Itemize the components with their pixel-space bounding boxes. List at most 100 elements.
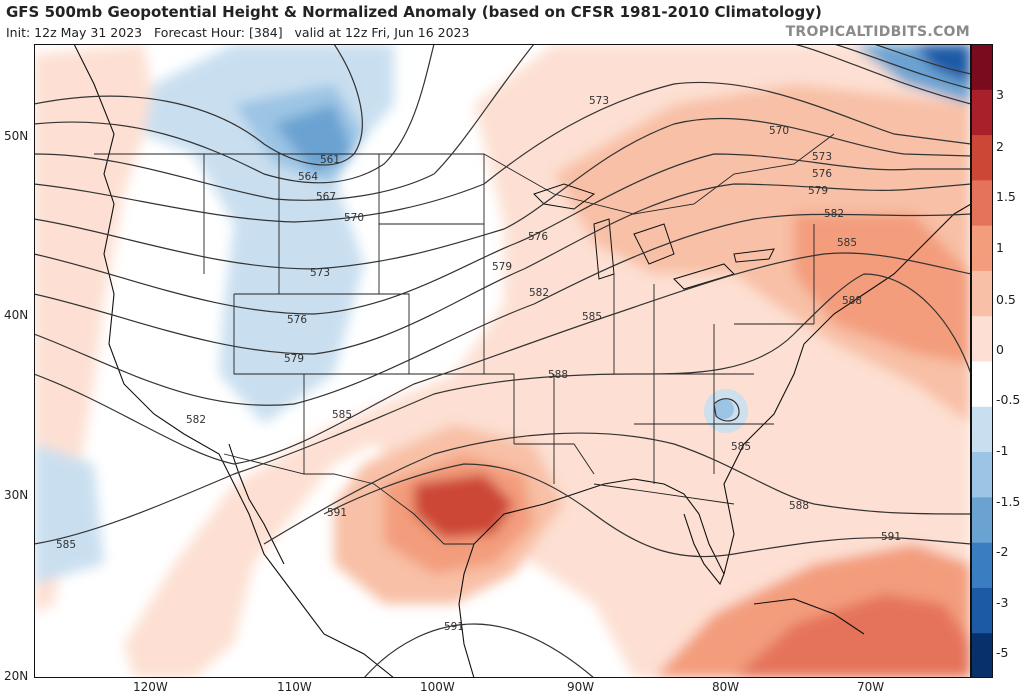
contour-north-3 xyxy=(873,44,971,75)
gulf-florida-coastline xyxy=(473,478,725,586)
contour-label-585-west: 585 xyxy=(56,539,76,551)
lon-label-120w: 120W xyxy=(133,680,168,694)
colorbar-segment xyxy=(971,134,993,181)
colorbar-segment xyxy=(971,406,993,453)
colorbar-segment xyxy=(971,270,993,317)
contour-label-588: 588 xyxy=(548,369,568,381)
lat-label-20n: 20N xyxy=(4,669,29,683)
negative-anomaly-pacific xyxy=(34,444,104,584)
lon-label-80w: 80W xyxy=(712,680,740,694)
colorbar-tick-0: 0 xyxy=(996,342,1004,357)
colorbar-segment xyxy=(971,44,993,90)
lon-label-100w: 100W xyxy=(420,680,455,694)
contour-label-582-mid: 582 xyxy=(529,287,549,299)
lat-label-40n: 40N xyxy=(4,308,29,322)
contour-label-573-north: 573 xyxy=(589,95,609,107)
contour-591-south xyxy=(363,623,595,678)
colorbar-frame xyxy=(971,44,993,678)
map-frame xyxy=(34,44,971,678)
contour-label-561: 561 xyxy=(320,154,340,166)
colorbar-tick-1: 1 xyxy=(996,240,1004,255)
contour-north-1 xyxy=(793,44,971,105)
colorbar-segment xyxy=(971,89,993,136)
height-contours xyxy=(34,44,971,678)
contour-576 xyxy=(34,153,971,315)
contour-579 xyxy=(34,183,971,355)
contour-north-2 xyxy=(833,44,971,90)
positive-anomaly-atlantic xyxy=(794,214,971,364)
colorbar-segment xyxy=(971,496,993,543)
colorbar-tick-0-5: 0.5 xyxy=(996,292,1016,307)
contour-label-576-mid: 576 xyxy=(528,231,548,243)
anomaly-shading xyxy=(34,44,971,678)
colorbar-tick-2: 2 xyxy=(996,139,1004,154)
colorbar-segment xyxy=(971,225,993,271)
contour-567 xyxy=(34,44,535,201)
state-line-10 xyxy=(514,443,595,475)
contour-label-582-east: 582 xyxy=(824,208,844,220)
contour-label-567: 567 xyxy=(316,191,336,203)
lon-label-70w: 70W xyxy=(857,680,885,694)
contour-label-585: 585 xyxy=(332,409,352,421)
contour-label-588-east: 588 xyxy=(789,500,809,512)
colorbar-segment xyxy=(971,587,993,634)
valid-time: valid at 12z Fri, Jun 16 2023 xyxy=(294,25,470,40)
contour-label-579-mid: 579 xyxy=(492,261,512,273)
cuba-coastline xyxy=(753,598,865,635)
contour-label-591-south: 591 xyxy=(444,621,464,633)
contour-label-579: 579 xyxy=(284,353,304,365)
contour-label-570: 570 xyxy=(344,212,364,224)
negative-anomaly-north-atlantic-core xyxy=(914,44,971,84)
lake-ontario xyxy=(733,248,775,263)
contour-label-582: 582 xyxy=(186,414,206,426)
init-time: Init: 12z May 31 2023 xyxy=(6,25,143,40)
us-canada-border-east xyxy=(483,133,835,215)
contour-label-585-mid: 585 xyxy=(582,311,602,323)
positive-anomaly-texas-core xyxy=(414,474,514,539)
contour-573 xyxy=(34,117,971,270)
colorbar-segment xyxy=(971,179,993,226)
lake-michigan xyxy=(593,218,615,280)
lake-superior xyxy=(533,183,596,210)
colorbar-tick-3: 3 xyxy=(996,87,1004,102)
contour-585-main xyxy=(34,252,971,465)
colorbar-segment xyxy=(971,632,993,678)
colorbar-segment xyxy=(971,451,993,498)
lon-label-90w: 90W xyxy=(567,680,595,694)
contour-label-564: 564 xyxy=(298,171,318,183)
map-title: GFS 500mb Geopotential Height & Normaliz… xyxy=(6,3,822,21)
colorbar-tick-neg-3: -3 xyxy=(996,595,1009,610)
contour-labels: 561 564 567 570 573 576 579 582 585 585 … xyxy=(56,95,901,633)
contour-570 xyxy=(34,81,971,223)
atlantic-coastline xyxy=(723,203,971,575)
contour-label-579-east: 579 xyxy=(808,185,828,197)
contour-585-closed xyxy=(713,398,740,422)
contour-588 xyxy=(34,273,971,545)
lake-huron xyxy=(633,223,675,265)
colorbar-segment xyxy=(971,361,993,407)
coastlines xyxy=(73,44,971,678)
contour-label-591-east: 591 xyxy=(881,531,901,543)
contour-591 xyxy=(323,463,971,558)
colorbar xyxy=(971,44,993,678)
forecast-hour: Forecast Hour: [384] xyxy=(154,25,283,40)
contour-588-south xyxy=(263,432,971,545)
contour-label-576: 576 xyxy=(287,314,307,326)
colorbar-tick-neg-5: -5 xyxy=(996,645,1009,660)
lat-label-30n: 30N xyxy=(4,488,29,502)
contour-561 xyxy=(34,44,363,166)
colorbar-segment xyxy=(971,315,993,362)
contour-label-588-northeast: 588 xyxy=(842,295,862,307)
colorbar-tick-neg-0-5: -0.5 xyxy=(996,392,1021,407)
contour-label-576-east: 576 xyxy=(812,168,832,180)
contour-label-573-east: 573 xyxy=(812,151,832,163)
contour-label-585-east: 585 xyxy=(731,441,751,453)
baja-coastline xyxy=(228,443,285,565)
anomaly-map: 561 564 567 570 573 576 579 582 585 585 … xyxy=(34,44,971,678)
contour-label-591: 591 xyxy=(327,507,347,519)
contour-label-585-northeast: 585 xyxy=(837,237,857,249)
negative-anomaly-center xyxy=(274,104,354,174)
state-line-18 xyxy=(593,483,735,505)
state-line-4 xyxy=(233,294,394,375)
